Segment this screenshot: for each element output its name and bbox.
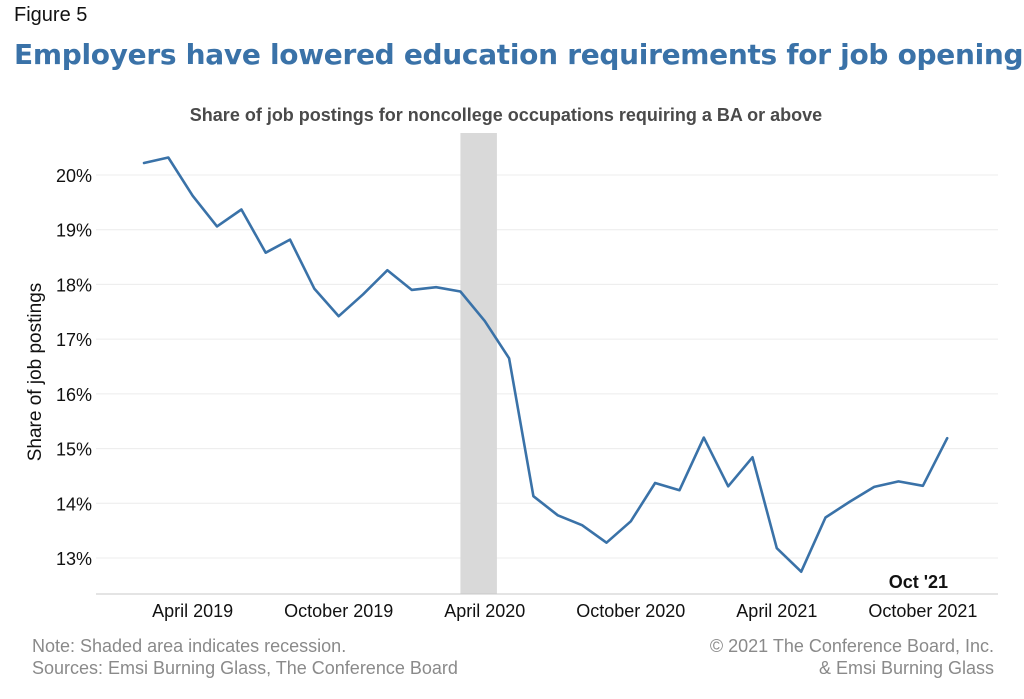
x-tick-label: April 2019 [152,601,233,621]
y-tick-label: 19% [56,221,92,241]
y-tick-label: 14% [56,494,92,514]
y-tick-label: 20% [56,166,92,186]
copyright-note: © 2021 The Conference Board, Inc. & Emsi… [710,635,994,679]
copyright-line-1: © 2021 The Conference Board, Inc. [709,636,994,656]
note-line-1: Note: Shaded area indicates recession. [32,636,347,656]
x-tick-label: April 2020 [444,601,525,621]
x-tick-label: April 2021 [736,601,817,621]
chart-title: Share of job postings for noncollege occ… [190,105,822,125]
x-tick-label: October 2019 [284,601,393,621]
x-tick-label: October 2021 [868,601,977,621]
series-line [142,156,949,573]
series-layer [142,156,949,573]
y-tick-label: 15% [56,440,92,460]
page-title: Employers have lowered education require… [14,38,1024,71]
gridlines [96,174,998,559]
y-axis-label: Share of job postings [25,283,46,462]
recession-shade [460,133,497,594]
x-tick-label: October 2020 [576,601,685,621]
y-axis-ticks: 13% 14% 15% 16% 17% 18% 19% 20% [56,166,92,569]
chart-annotation: Oct '21 [889,572,948,592]
y-tick-label: 13% [56,549,92,569]
x-axis-ticks: April 2019 October 2019 April 2020 October … [152,601,977,621]
y-tick-label: 16% [56,385,92,405]
y-tick-label: 17% [56,330,92,350]
note-line-2: Sources: Emsi Burning Glass, The Confere… [32,658,458,678]
figure-label: Figure 5 [14,4,88,26]
source-note: Note: Shaded area indicates recession. S… [32,635,458,679]
copyright-line-2: & Emsi Burning Glass [818,658,994,678]
y-tick-label: 18% [56,275,92,295]
recession-layer [460,133,497,594]
